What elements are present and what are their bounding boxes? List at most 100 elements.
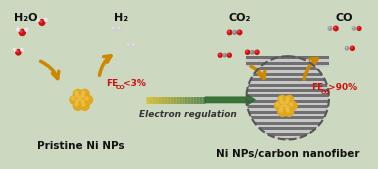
Circle shape: [118, 27, 120, 29]
Text: H₂O: H₂O: [14, 13, 37, 23]
Circle shape: [73, 92, 84, 102]
Circle shape: [334, 26, 336, 29]
Bar: [246, 141, 329, 143]
Bar: [246, 94, 329, 97]
Bar: [246, 78, 329, 81]
Text: FE: FE: [311, 83, 324, 92]
Circle shape: [79, 98, 89, 108]
Circle shape: [228, 30, 230, 33]
Text: <3%: <3%: [122, 79, 146, 88]
Circle shape: [127, 43, 129, 46]
Circle shape: [280, 101, 291, 111]
Circle shape: [284, 95, 294, 105]
Circle shape: [245, 50, 250, 55]
Bar: [246, 76, 329, 78]
Circle shape: [246, 50, 248, 53]
Circle shape: [250, 50, 255, 55]
Bar: [246, 67, 329, 70]
Circle shape: [285, 99, 289, 104]
Circle shape: [285, 105, 289, 109]
Bar: [246, 87, 329, 89]
Bar: [246, 70, 329, 73]
Bar: [246, 114, 329, 116]
Bar: [246, 133, 329, 136]
Circle shape: [284, 98, 294, 108]
Circle shape: [227, 53, 232, 58]
Circle shape: [111, 26, 117, 31]
Circle shape: [279, 99, 284, 104]
Circle shape: [74, 90, 79, 95]
Bar: [246, 136, 329, 138]
Bar: [246, 130, 329, 133]
Circle shape: [228, 53, 230, 56]
Circle shape: [277, 107, 287, 117]
Bar: [246, 59, 329, 62]
Text: H₂: H₂: [113, 13, 128, 23]
Circle shape: [223, 53, 227, 58]
Circle shape: [352, 26, 356, 31]
Circle shape: [80, 89, 90, 99]
FancyArrowPatch shape: [99, 56, 111, 75]
Bar: [246, 97, 329, 100]
Text: Pristine Ni NPs: Pristine Ni NPs: [37, 141, 125, 151]
Circle shape: [285, 108, 290, 113]
Circle shape: [327, 26, 333, 31]
Text: >90%: >90%: [328, 83, 357, 92]
FancyArrowPatch shape: [40, 61, 59, 79]
Bar: [246, 127, 329, 130]
Circle shape: [20, 30, 23, 33]
Circle shape: [288, 101, 298, 111]
Circle shape: [20, 48, 24, 52]
Circle shape: [223, 54, 225, 56]
Bar: [246, 100, 329, 103]
Circle shape: [44, 18, 46, 20]
Circle shape: [36, 18, 38, 20]
Circle shape: [75, 93, 79, 98]
Bar: [246, 92, 329, 94]
Circle shape: [15, 49, 22, 56]
Circle shape: [284, 103, 294, 114]
Circle shape: [75, 99, 79, 103]
Circle shape: [356, 26, 362, 31]
Circle shape: [81, 102, 85, 107]
Circle shape: [81, 93, 85, 98]
Circle shape: [254, 50, 260, 55]
Text: Electron regulation: Electron regulation: [139, 110, 236, 119]
Circle shape: [76, 95, 87, 105]
Circle shape: [132, 43, 134, 46]
Circle shape: [17, 28, 19, 30]
Bar: [246, 125, 329, 127]
Circle shape: [275, 102, 280, 106]
Circle shape: [227, 29, 232, 35]
Circle shape: [278, 103, 288, 114]
Bar: [246, 111, 329, 114]
Circle shape: [345, 47, 347, 49]
Circle shape: [69, 95, 79, 105]
Circle shape: [117, 26, 122, 31]
Bar: [246, 116, 329, 119]
Circle shape: [218, 53, 220, 56]
Circle shape: [279, 105, 284, 109]
Circle shape: [39, 19, 45, 26]
Circle shape: [237, 29, 243, 35]
Circle shape: [13, 48, 15, 50]
Circle shape: [71, 96, 75, 101]
FancyArrowPatch shape: [251, 66, 265, 79]
Circle shape: [85, 96, 89, 101]
Circle shape: [12, 48, 17, 52]
Circle shape: [73, 98, 84, 108]
Circle shape: [255, 50, 257, 53]
Circle shape: [251, 51, 253, 53]
Bar: [246, 81, 329, 83]
Circle shape: [132, 43, 136, 48]
Bar: [246, 122, 329, 125]
Bar: [246, 147, 329, 149]
Circle shape: [350, 45, 355, 51]
Circle shape: [246, 56, 329, 140]
Circle shape: [289, 102, 293, 106]
Circle shape: [19, 29, 26, 36]
Text: FE: FE: [106, 79, 118, 88]
Circle shape: [39, 20, 42, 23]
Circle shape: [357, 27, 359, 29]
Circle shape: [83, 95, 93, 105]
